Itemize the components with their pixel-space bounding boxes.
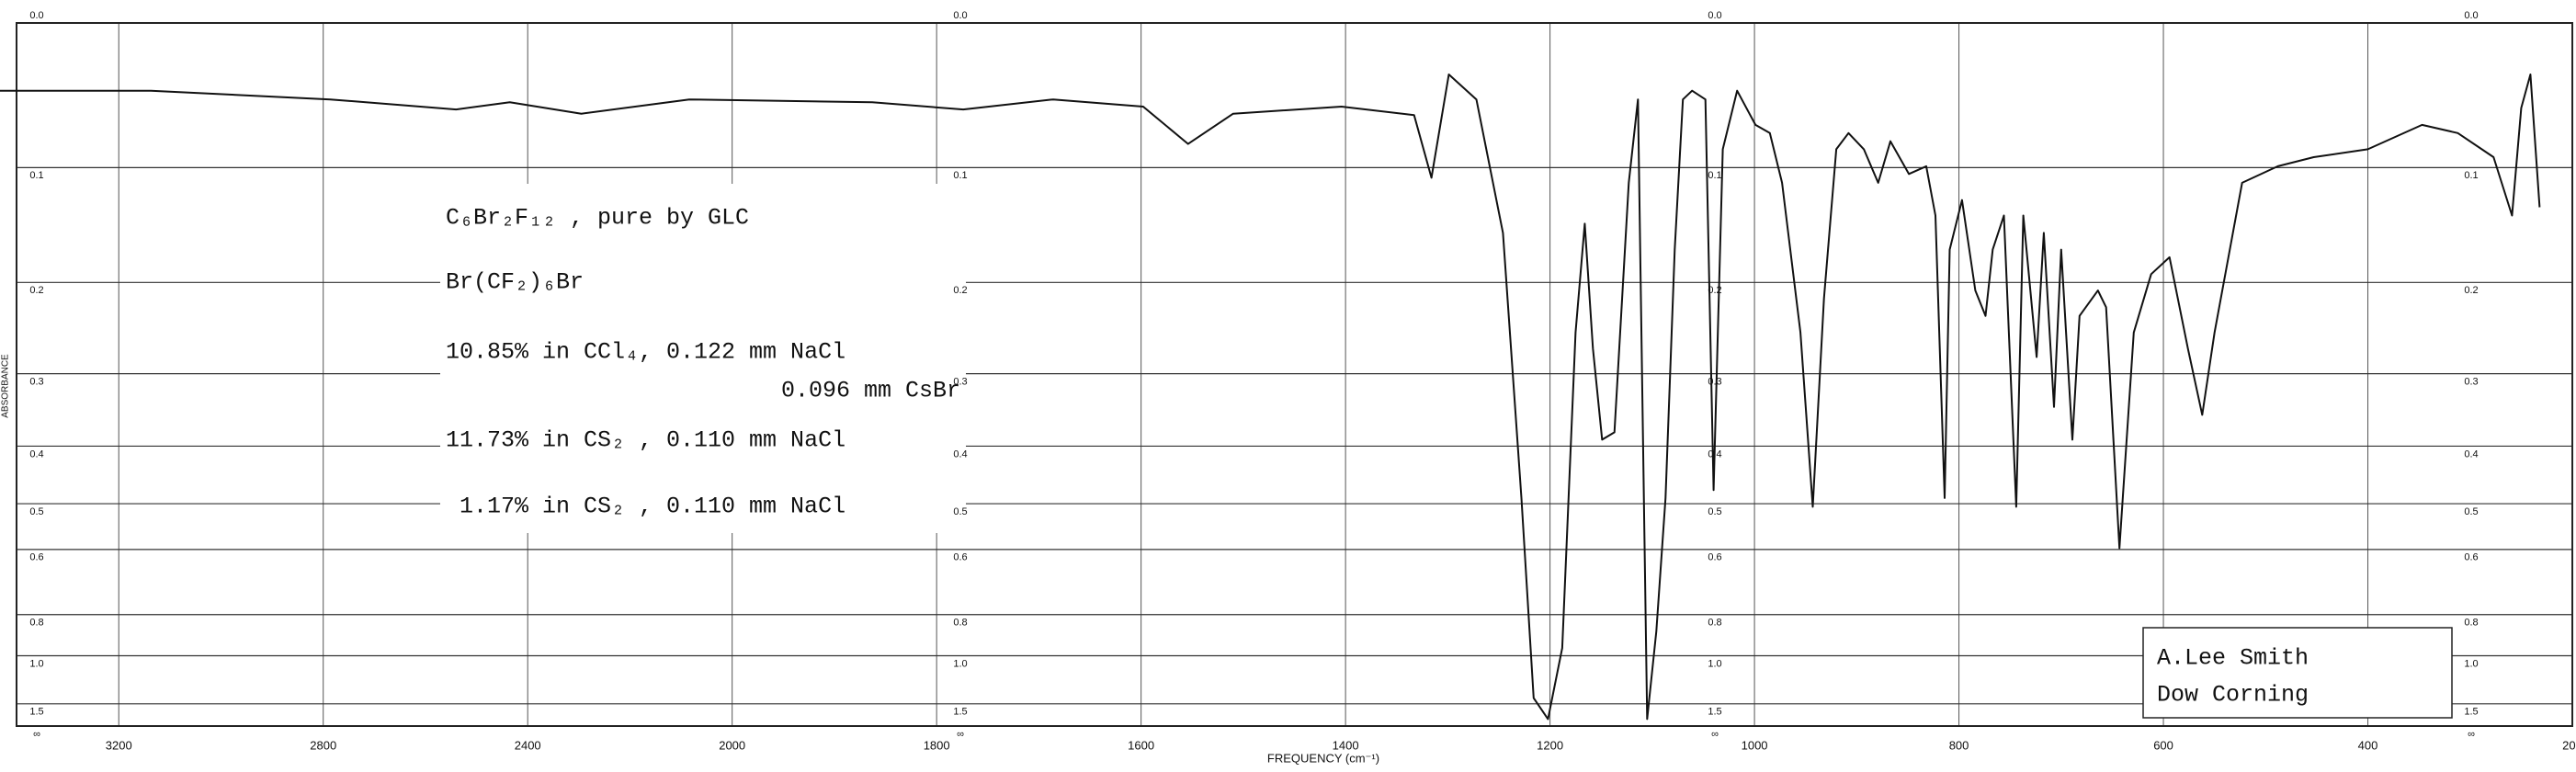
plot-frame [16, 22, 2573, 727]
y-tick-label: 1.0 [953, 658, 967, 669]
y-tick-label: 0.2 [29, 285, 43, 296]
y-tick-label: ∞ [1711, 729, 1719, 740]
y-tick-label: 0.8 [1708, 618, 1721, 629]
x-tick-label: 1000 [1742, 738, 1768, 752]
annotation: 1.17% in CS₂ , 0.110 mm NaCl [460, 494, 845, 520]
y-tick-label: 0.0 [953, 10, 967, 21]
y-tick-label: 0.1 [2464, 170, 2478, 181]
y-tick-label: 0.5 [1708, 506, 1721, 517]
y-tick-label: 1.5 [1708, 707, 1721, 718]
y-tick-label: 0.2 [2464, 285, 2478, 296]
y-tick-label: 0.6 [29, 552, 43, 563]
y-tick-label: 0.5 [29, 506, 43, 517]
signature: Dow Corning [2157, 682, 2309, 709]
y-tick-label: 0.1 [1708, 170, 1721, 181]
spectrum-line [0, 74, 2541, 721]
y-tick-label: 0.8 [953, 618, 967, 629]
x-tick-label: 400 [2358, 738, 2378, 752]
y-tick-label: 0.0 [2464, 10, 2478, 21]
note-box [440, 184, 966, 533]
y-tick-label: 1.0 [1708, 658, 1721, 669]
y-tick-label: 0.2 [953, 285, 967, 296]
y-tick-label: 0.3 [29, 376, 43, 387]
y-axis-label: ABSORBANCE [1, 354, 11, 418]
y-tick-label: 0.4 [2464, 448, 2478, 460]
x-tick-label: 3200 [106, 738, 132, 752]
y-tick-label: ∞ [2468, 729, 2475, 740]
y-tick-label: 0.5 [2464, 506, 2478, 517]
y-tick-label: 0.3 [1708, 376, 1721, 387]
x-tick-label: 800 [1949, 738, 1969, 752]
y-tick-label: 1.5 [2464, 707, 2478, 718]
x-tick-label: 2800 [310, 738, 336, 752]
x-tick-label: 1800 [924, 738, 950, 752]
annotation: 10.85% in CCl₄, 0.122 mm NaCl [446, 339, 845, 366]
annotation: Br(CF₂)₆Br [446, 269, 584, 296]
y-tick-label: 0.4 [29, 448, 43, 460]
annotation: C₆Br₂F₁₂ , pure by GLC [446, 205, 749, 232]
y-tick-label: 1.5 [29, 707, 43, 718]
y-tick-label: 0.5 [953, 506, 967, 517]
y-tick-label: 0.1 [29, 170, 43, 181]
y-tick-label: ∞ [957, 729, 964, 740]
y-tick-label: 0.1 [953, 170, 967, 181]
y-tick-label: 0.4 [953, 448, 967, 460]
y-tick-label: 1.0 [2464, 658, 2478, 669]
x-tick-label: 2400 [515, 738, 541, 752]
x-tick-label: 2000 [719, 738, 745, 752]
x-axis-label: FREQUENCY (cm⁻¹) [1267, 751, 1379, 765]
y-tick-label: 1.0 [29, 658, 43, 669]
y-tick-label: 1.5 [953, 707, 967, 718]
y-tick-label: 0.6 [1708, 552, 1721, 563]
annotation: 0.096 mm CsBr [781, 378, 960, 404]
y-tick-label: ∞ [33, 729, 40, 740]
x-tick-label: 600 [2153, 738, 2173, 752]
y-tick-label: 0.3 [953, 376, 967, 387]
x-tick-label: 1400 [1333, 738, 1359, 752]
y-tick-label: 0.0 [29, 10, 43, 21]
signature: A.Lee Smith [2157, 645, 2309, 672]
x-tick-label: 1200 [1537, 738, 1563, 752]
x-tick-label: 1600 [1128, 738, 1154, 752]
y-tick-label: 0.0 [1708, 10, 1721, 21]
y-tick-label: 0.3 [2464, 376, 2478, 387]
y-tick-label: 0.6 [953, 552, 967, 563]
annotation: 11.73% in CS₂ , 0.110 mm NaCl [446, 427, 845, 454]
x-tick-label: 200 [2562, 738, 2576, 752]
y-tick-label: 0.8 [2464, 618, 2478, 629]
signature-box [2142, 627, 2453, 719]
y-tick-label: 0.8 [29, 618, 43, 629]
y-tick-label: 0.6 [2464, 552, 2478, 563]
